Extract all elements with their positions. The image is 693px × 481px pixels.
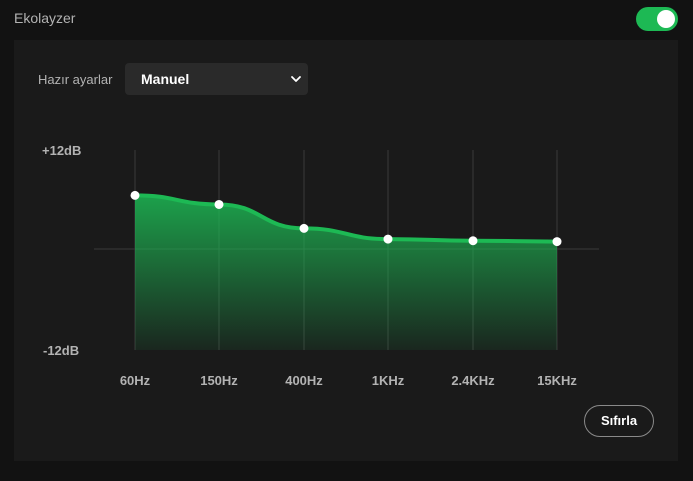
toggle-knob xyxy=(657,10,675,28)
db-min-label: -12dB xyxy=(43,343,80,358)
eq-handle-15KHz[interactable] xyxy=(552,237,562,247)
preset-select[interactable]: Manuel xyxy=(125,63,308,95)
freq-label-60Hz: 60Hz xyxy=(119,373,151,388)
freq-label-400Hz: 400Hz xyxy=(285,373,323,388)
reset-button[interactable]: Sıfırla xyxy=(584,405,654,437)
eq-handle-1KHz[interactable] xyxy=(383,234,393,244)
eq-handle-400Hz[interactable] xyxy=(299,223,309,233)
db-max-label: +12dB xyxy=(42,143,82,158)
eq-handle-150Hz[interactable] xyxy=(214,199,224,209)
page-title: Ekolayzer xyxy=(14,10,76,26)
eq-handle-60Hz[interactable] xyxy=(130,190,140,200)
equalizer-toggle[interactable] xyxy=(636,7,678,31)
preset-label: Hazır ayarlar xyxy=(38,72,113,87)
freq-label-2.4KHz: 2.4KHz xyxy=(451,373,495,388)
freq-label-1KHz: 1KHz xyxy=(371,373,405,388)
freq-label-15KHz: 15KHz xyxy=(537,373,577,388)
chevron-down-icon xyxy=(291,76,301,82)
eq-curve-line xyxy=(134,193,558,244)
freq-label-150Hz: 150Hz xyxy=(200,373,238,388)
eq-handle-2.4KHz[interactable] xyxy=(468,236,478,246)
eq-area-fill xyxy=(135,195,557,350)
preset-selected-value: Manuel xyxy=(141,71,190,87)
